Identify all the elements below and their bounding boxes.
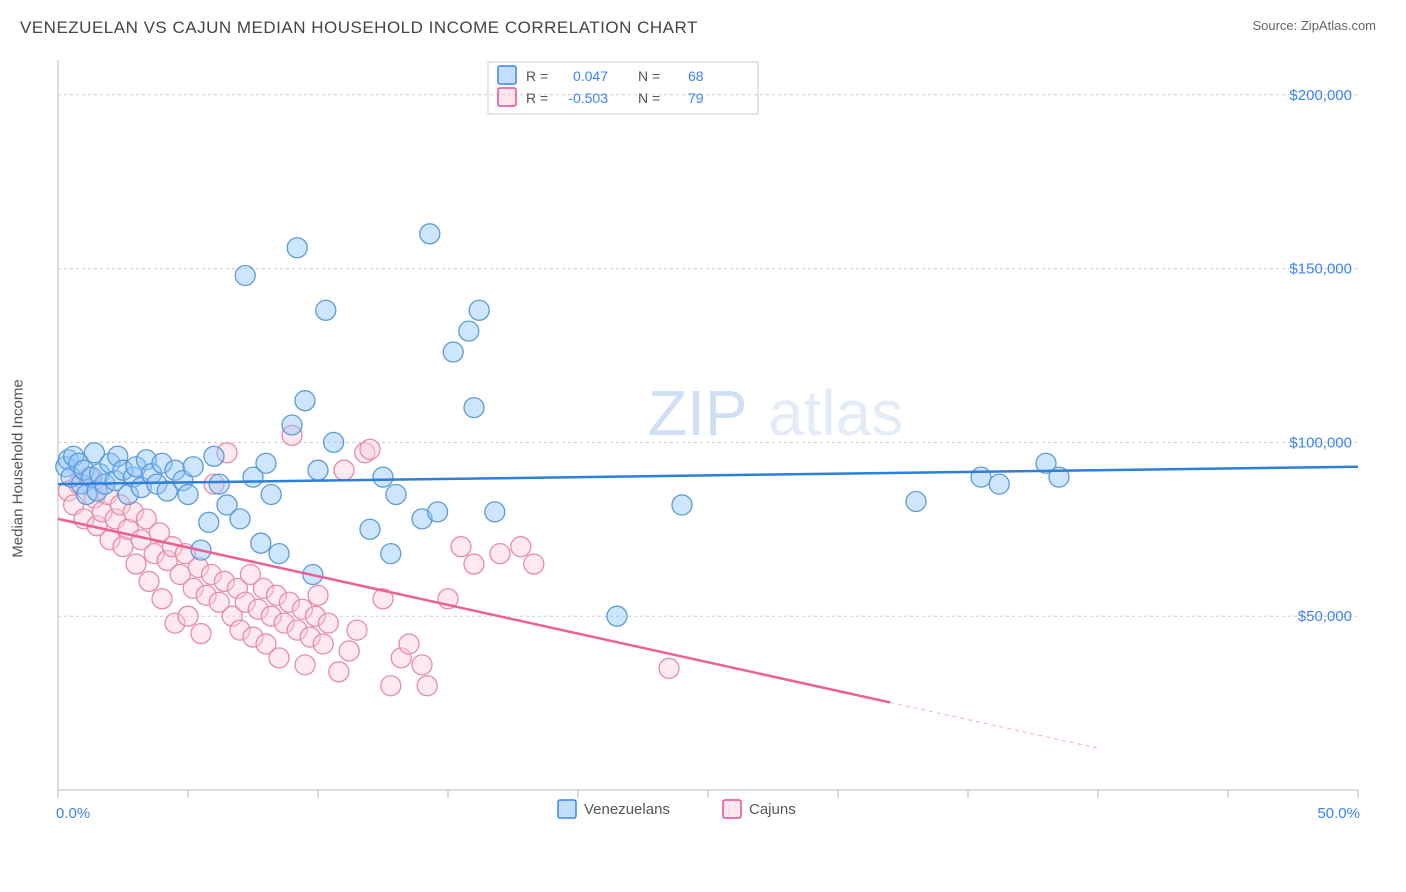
data-point bbox=[269, 544, 289, 564]
data-point bbox=[459, 321, 479, 341]
svg-text:R =: R = bbox=[526, 90, 548, 106]
data-point bbox=[464, 398, 484, 418]
data-point bbox=[420, 224, 440, 244]
svg-text:N =: N = bbox=[638, 90, 660, 106]
data-point bbox=[308, 585, 328, 605]
data-point bbox=[152, 589, 172, 609]
data-point bbox=[381, 544, 401, 564]
data-point bbox=[178, 606, 198, 626]
svg-text:$100,000: $100,000 bbox=[1289, 434, 1352, 451]
svg-text:$200,000: $200,000 bbox=[1289, 87, 1352, 104]
data-point bbox=[607, 606, 627, 626]
data-point bbox=[971, 467, 991, 487]
svg-text:ZIP: ZIP bbox=[648, 377, 748, 449]
data-point bbox=[139, 571, 159, 591]
data-point bbox=[490, 544, 510, 564]
scatter-chart: $50,000 $100,000 $150,000 $200,000 0.0% 50.0%… bbox=[48, 50, 1368, 870]
data-point bbox=[360, 519, 380, 539]
svg-text:N =: N = bbox=[638, 68, 660, 84]
y-axis-label: Median Household Income bbox=[10, 379, 27, 557]
svg-text:R =: R = bbox=[526, 68, 548, 84]
data-point bbox=[282, 415, 302, 435]
data-point bbox=[230, 509, 250, 529]
data-point bbox=[209, 474, 229, 494]
svg-text:68: 68 bbox=[688, 68, 704, 84]
data-point bbox=[334, 460, 354, 480]
data-point bbox=[428, 502, 448, 522]
data-point bbox=[261, 485, 281, 505]
svg-text:0.047: 0.047 bbox=[573, 68, 608, 84]
chart-title: VENEZUELAN VS CAJUN MEDIAN HOUSEHOLD INC… bbox=[20, 18, 698, 38]
data-point bbox=[295, 391, 315, 411]
data-point bbox=[659, 658, 679, 678]
data-point bbox=[360, 439, 380, 459]
data-point bbox=[339, 641, 359, 661]
legend-swatch bbox=[558, 800, 576, 818]
svg-text:$150,000: $150,000 bbox=[1289, 261, 1352, 278]
data-point bbox=[347, 620, 367, 640]
svg-text:-0.503: -0.503 bbox=[568, 90, 608, 106]
data-point bbox=[451, 537, 471, 557]
data-point bbox=[469, 300, 489, 320]
data-point bbox=[373, 467, 393, 487]
data-point bbox=[256, 453, 276, 473]
data-point bbox=[191, 624, 211, 644]
data-point bbox=[183, 457, 203, 477]
data-point bbox=[443, 342, 463, 362]
data-point bbox=[204, 446, 224, 466]
chart-container: Median Household Income $50,000$100,000$… bbox=[48, 50, 1406, 870]
data-point bbox=[511, 537, 531, 557]
data-point bbox=[464, 554, 484, 574]
data-point bbox=[485, 502, 505, 522]
data-point bbox=[316, 300, 336, 320]
data-point bbox=[251, 533, 271, 553]
legend-label: Venezuelans bbox=[584, 801, 670, 818]
data-point bbox=[329, 662, 349, 682]
legend-label: Cajuns bbox=[749, 801, 796, 818]
svg-text:79: 79 bbox=[688, 90, 704, 106]
data-point bbox=[399, 634, 419, 654]
legend-swatch bbox=[723, 800, 741, 818]
data-point bbox=[235, 266, 255, 286]
data-point bbox=[269, 648, 289, 668]
svg-text:50.0%: 50.0% bbox=[1317, 805, 1360, 822]
data-point bbox=[381, 676, 401, 696]
svg-text:0.0%: 0.0% bbox=[56, 805, 90, 822]
data-point bbox=[524, 554, 544, 574]
svg-text:$50,000: $50,000 bbox=[1298, 608, 1352, 625]
data-point bbox=[199, 512, 219, 532]
data-point bbox=[178, 485, 198, 505]
data-point bbox=[318, 613, 338, 633]
data-point bbox=[906, 491, 926, 511]
data-point bbox=[989, 474, 1009, 494]
data-point bbox=[672, 495, 692, 515]
svg-text:atlas: atlas bbox=[768, 377, 903, 449]
data-point bbox=[313, 634, 333, 654]
data-point bbox=[324, 432, 344, 452]
data-point bbox=[417, 676, 437, 696]
data-point bbox=[308, 460, 328, 480]
data-point bbox=[386, 485, 406, 505]
regression-line-dash bbox=[890, 702, 1098, 748]
data-point bbox=[295, 655, 315, 675]
data-point bbox=[412, 655, 432, 675]
data-point bbox=[287, 238, 307, 258]
data-point bbox=[126, 554, 146, 574]
chart-source: Source: ZipAtlas.com bbox=[1252, 18, 1376, 33]
